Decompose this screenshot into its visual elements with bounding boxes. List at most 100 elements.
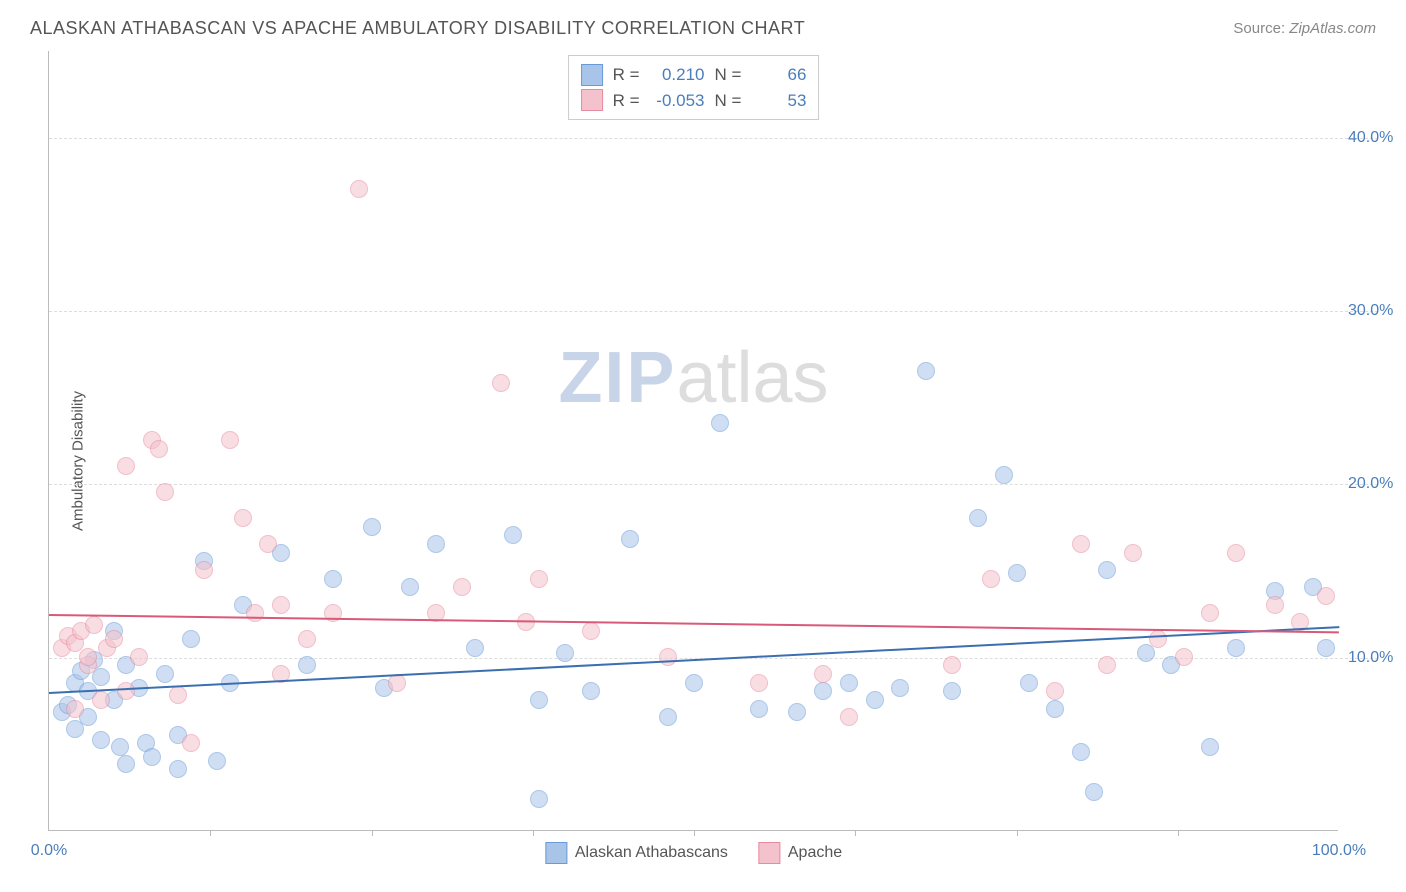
data-point xyxy=(1201,604,1219,622)
r-label: R = xyxy=(613,62,640,88)
watermark-light: atlas xyxy=(676,338,828,418)
legend-label: Apache xyxy=(788,844,842,862)
data-point xyxy=(621,530,639,548)
data-point xyxy=(272,596,290,614)
watermark-bold: ZIP xyxy=(558,338,676,418)
trend-line xyxy=(49,614,1339,633)
chart-area: Ambulatory Disability ZIPatlas R =0.210N… xyxy=(0,51,1406,871)
data-point xyxy=(1227,639,1245,657)
r-value: 0.210 xyxy=(650,62,705,88)
legend-swatch xyxy=(758,842,780,864)
legend-label: Alaskan Athabascans xyxy=(575,844,728,862)
y-tick-label: 20.0% xyxy=(1348,475,1406,493)
data-point xyxy=(1137,644,1155,662)
n-value: 66 xyxy=(751,62,806,88)
data-point xyxy=(117,755,135,773)
data-point xyxy=(111,738,129,756)
data-point xyxy=(259,535,277,553)
data-point xyxy=(1175,648,1193,666)
x-tick-mark xyxy=(533,830,534,836)
data-point xyxy=(1317,639,1335,657)
x-tick-mark xyxy=(1017,830,1018,836)
plot-region: ZIPatlas R =0.210N =66R =-0.053N =53 Ala… xyxy=(48,51,1338,831)
data-point xyxy=(943,656,961,674)
data-point xyxy=(117,682,135,700)
data-point xyxy=(1020,674,1038,692)
data-point xyxy=(298,656,316,674)
source-attribution: Source: ZipAtlas.com xyxy=(1233,20,1376,37)
series-legend: Alaskan Athabascans Apache xyxy=(545,842,842,864)
legend-item: Alaskan Athabascans xyxy=(545,842,728,864)
data-point xyxy=(92,691,110,709)
y-tick-label: 10.0% xyxy=(1348,649,1406,667)
x-tick-label: 100.0% xyxy=(1312,842,1366,860)
data-point xyxy=(1046,682,1064,700)
source-label: Source: xyxy=(1233,20,1285,37)
stats-row: R = 0.210 N = 66 xyxy=(581,62,807,88)
data-point xyxy=(530,691,548,709)
data-point xyxy=(246,604,264,622)
data-point xyxy=(711,414,729,432)
n-label: N = xyxy=(715,62,742,88)
data-point xyxy=(943,682,961,700)
n-label: N = xyxy=(715,88,742,114)
data-point xyxy=(1046,700,1064,718)
data-point xyxy=(866,691,884,709)
watermark: ZIPatlas xyxy=(558,337,828,419)
data-point xyxy=(582,622,600,640)
legend-item: Apache xyxy=(758,842,842,864)
data-point xyxy=(685,674,703,692)
gridline xyxy=(49,138,1378,139)
data-point xyxy=(117,457,135,475)
n-value: 53 xyxy=(751,88,806,114)
data-point xyxy=(1072,743,1090,761)
data-point xyxy=(982,570,1000,588)
data-point xyxy=(840,674,858,692)
data-point xyxy=(814,682,832,700)
data-point xyxy=(92,731,110,749)
source-value: ZipAtlas.com xyxy=(1289,20,1376,37)
correlation-stats-box: R = 0.210 N = 66R = -0.053 N = 53 xyxy=(568,55,820,120)
data-point xyxy=(156,665,174,683)
y-tick-label: 40.0% xyxy=(1348,129,1406,147)
data-point xyxy=(1149,630,1167,648)
x-tick-label: 0.0% xyxy=(31,842,67,860)
data-point xyxy=(401,578,419,596)
stats-row: R =-0.053N =53 xyxy=(581,88,807,114)
chart-title: ALASKAN ATHABASCAN VS APACHE AMBULATORY … xyxy=(30,18,805,39)
data-point xyxy=(453,578,471,596)
data-point xyxy=(1008,564,1026,582)
data-point xyxy=(659,708,677,726)
data-point xyxy=(182,734,200,752)
data-point xyxy=(659,648,677,666)
data-point xyxy=(169,686,187,704)
chart-header: ALASKAN ATHABASCAN VS APACHE AMBULATORY … xyxy=(0,0,1406,51)
data-point xyxy=(221,431,239,449)
data-point xyxy=(1098,561,1116,579)
x-tick-mark xyxy=(210,830,211,836)
x-tick-mark xyxy=(694,830,695,836)
series-swatch xyxy=(581,64,603,86)
data-point xyxy=(917,362,935,380)
data-point xyxy=(1201,738,1219,756)
data-point xyxy=(150,440,168,458)
data-point xyxy=(1072,535,1090,553)
data-point xyxy=(169,760,187,778)
legend-swatch xyxy=(545,842,567,864)
r-value: -0.053 xyxy=(650,88,705,114)
data-point xyxy=(195,561,213,579)
x-tick-mark xyxy=(1178,830,1179,836)
data-point xyxy=(814,665,832,683)
data-point xyxy=(79,648,97,666)
data-point xyxy=(208,752,226,770)
data-point xyxy=(350,180,368,198)
data-point xyxy=(427,535,445,553)
data-point xyxy=(492,374,510,392)
data-point xyxy=(298,630,316,648)
data-point xyxy=(556,644,574,662)
data-point xyxy=(363,518,381,536)
data-point xyxy=(1098,656,1116,674)
data-point xyxy=(105,630,123,648)
data-point xyxy=(530,790,548,808)
data-point xyxy=(969,509,987,527)
